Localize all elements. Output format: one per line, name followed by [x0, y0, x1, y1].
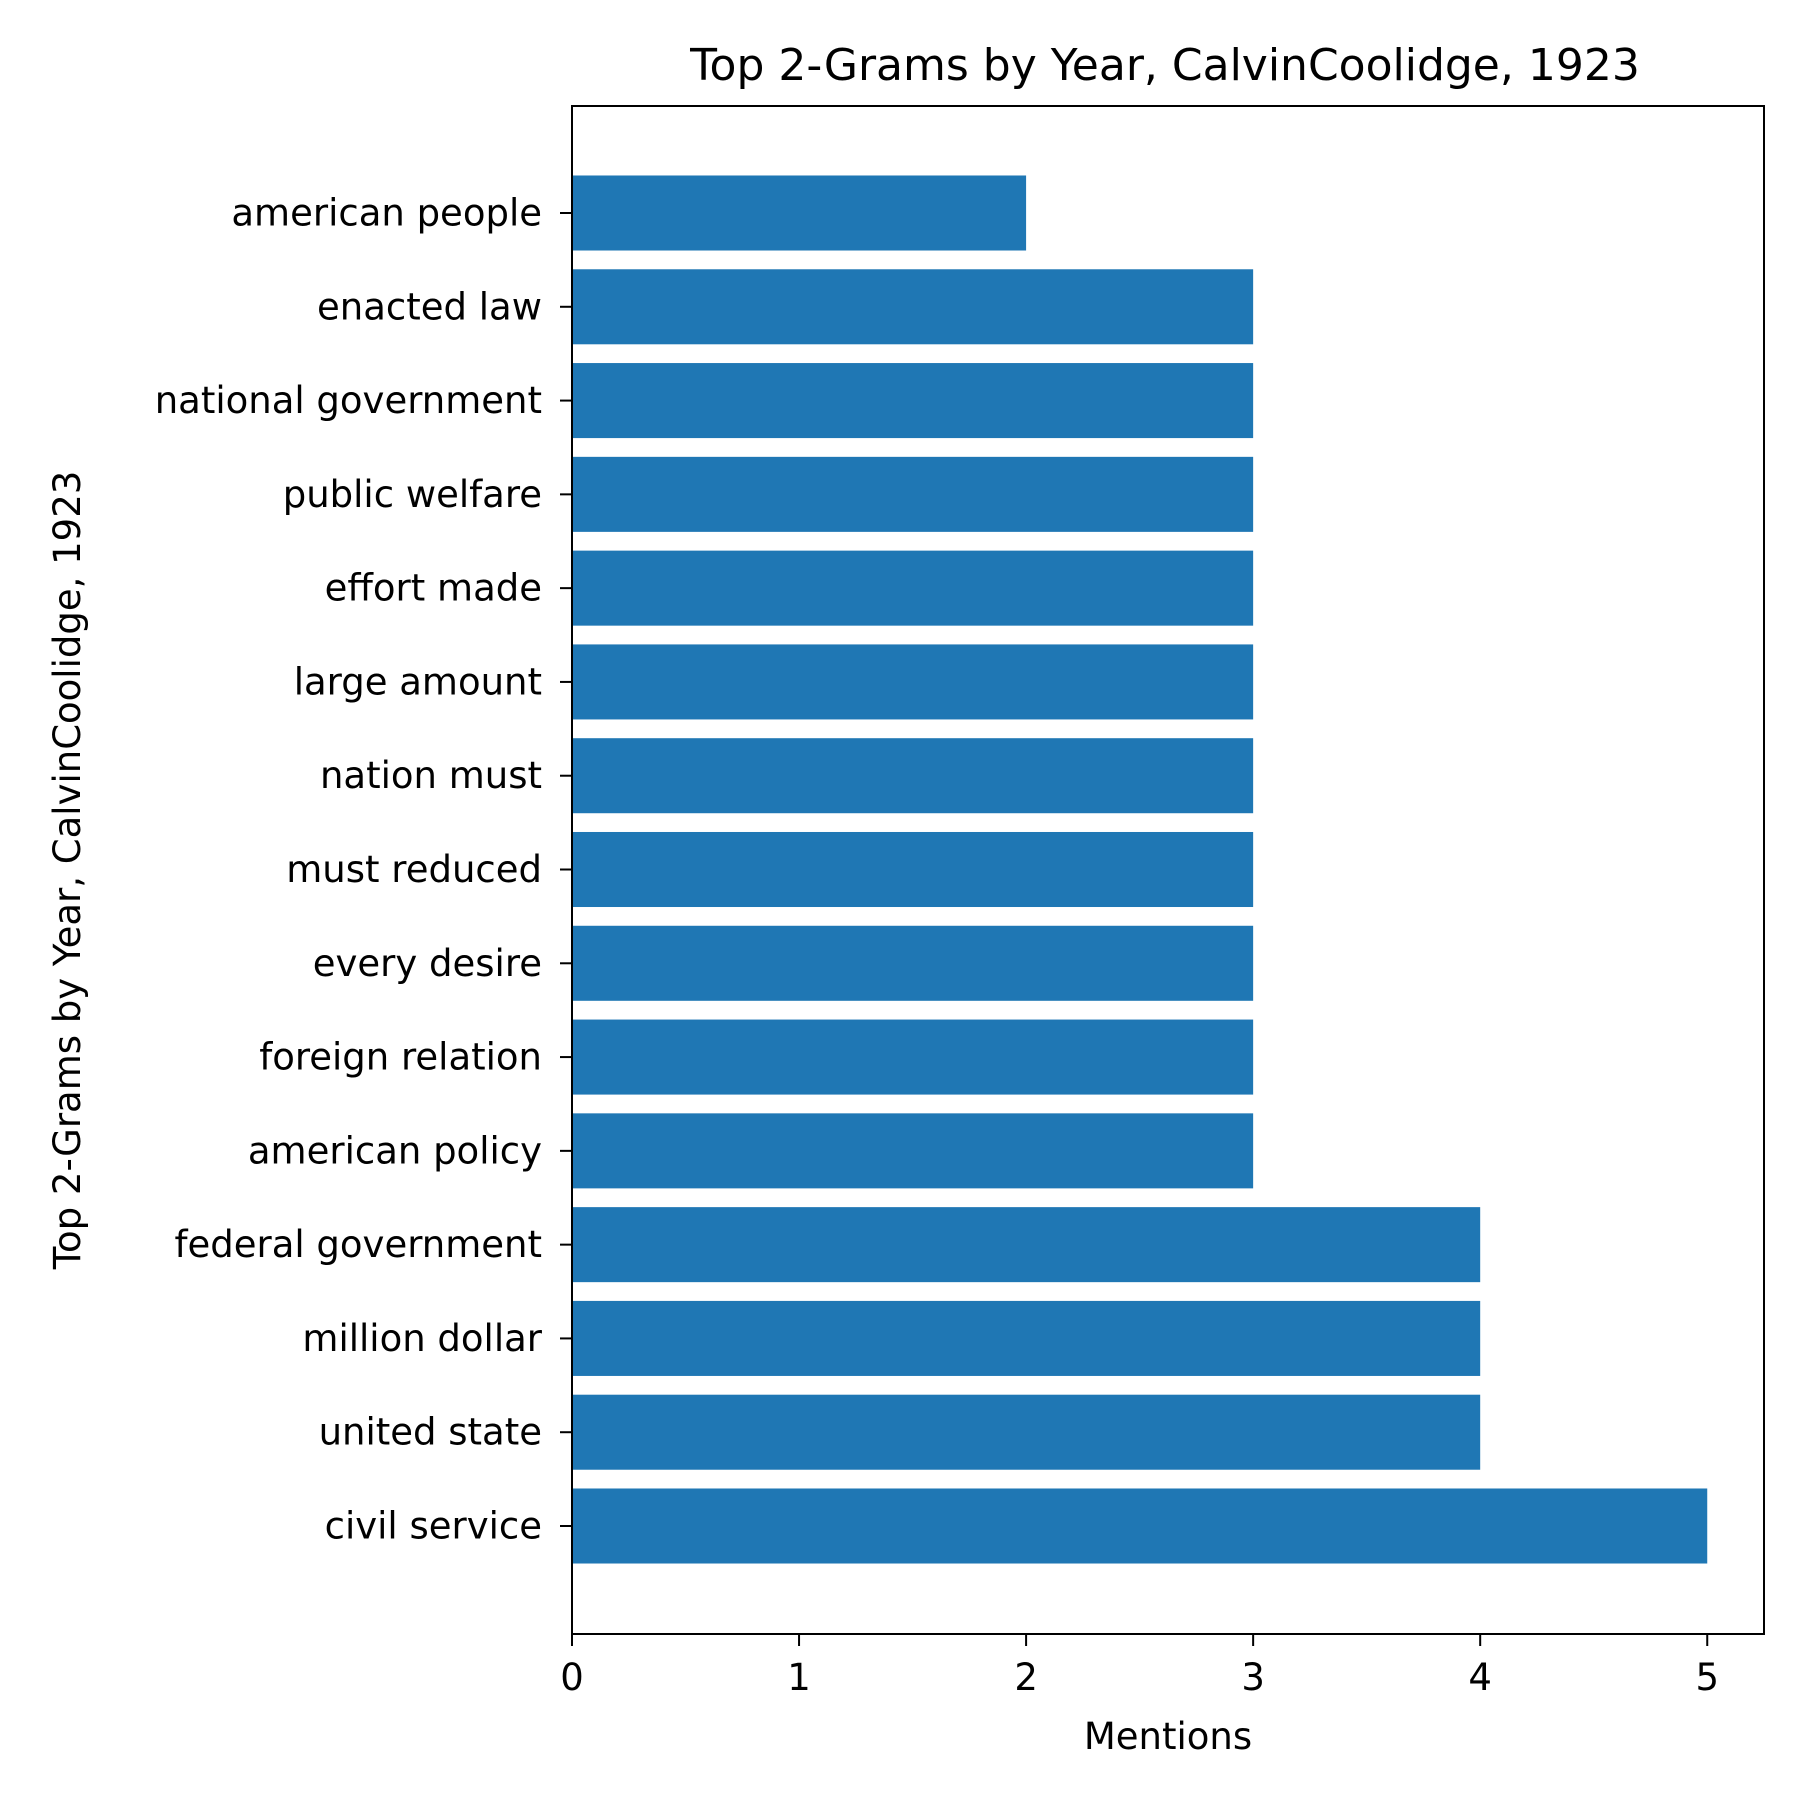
- bar-national-government: [572, 363, 1254, 439]
- bar-every-desire: [572, 925, 1254, 1001]
- bar-million-dollar: [572, 1300, 1481, 1376]
- y-tick-label: nation must: [320, 754, 542, 797]
- y-tick-label: foreign relation: [259, 1036, 542, 1079]
- y-tick-label: american people: [231, 192, 542, 235]
- x-tick-label: 1: [787, 1656, 811, 1699]
- y-axis-ticks: american people enacted law national gover…: [155, 192, 572, 1548]
- y-tick-label: united state: [319, 1411, 542, 1454]
- bar-foreign-relation: [572, 1019, 1254, 1095]
- bar-must-reduced: [572, 831, 1254, 908]
- bar-large-amount: [572, 644, 1254, 720]
- x-axis-label: Mentions: [1084, 1715, 1252, 1758]
- y-tick-label: enacted law: [317, 285, 542, 328]
- bar-enacted-law: [572, 269, 1254, 345]
- bar-united-state: [572, 1394, 1481, 1470]
- x-tick-label: 3: [1241, 1656, 1265, 1699]
- axes-frame: [571, 105, 1765, 1635]
- bars-group: [572, 175, 1708, 1564]
- y-tick-label: civil service: [325, 1505, 542, 1548]
- x-tick-label: 4: [1468, 1656, 1492, 1699]
- y-tick-label: million dollar: [302, 1317, 542, 1360]
- bar-federal-government: [572, 1207, 1481, 1283]
- y-tick-label: every desire: [313, 942, 542, 985]
- bar-american-policy: [572, 1113, 1254, 1189]
- x-tick-label: 5: [1695, 1656, 1719, 1699]
- bar-civil-service: [572, 1488, 1708, 1564]
- bar-effort-made: [572, 550, 1254, 626]
- y-tick-label: effort made: [325, 567, 542, 610]
- y-tick-label: large amount: [294, 660, 542, 703]
- y-tick-label: national government: [155, 379, 542, 422]
- y-tick-label: federal government: [174, 1223, 542, 1266]
- bar-nation-must: [572, 738, 1254, 814]
- y-axis-label: Top 2-Grams by Year, CalvinCoolidge, 192…: [46, 471, 89, 1271]
- y-tick-label: public welfare: [283, 473, 542, 516]
- x-tick-label: 0: [560, 1656, 584, 1699]
- bar-american-people: [572, 175, 1027, 251]
- chart-title: Top 2-Grams by Year, CalvinCoolidge, 192…: [689, 40, 1640, 91]
- x-tick-label: 2: [1014, 1656, 1038, 1699]
- y-tick-label: must reduced: [286, 848, 542, 891]
- y-tick-label: american policy: [248, 1129, 542, 1172]
- bar-public-welfare: [572, 456, 1254, 532]
- x-axis-ticks: 0 1 2 3 4 5: [560, 1634, 1719, 1699]
